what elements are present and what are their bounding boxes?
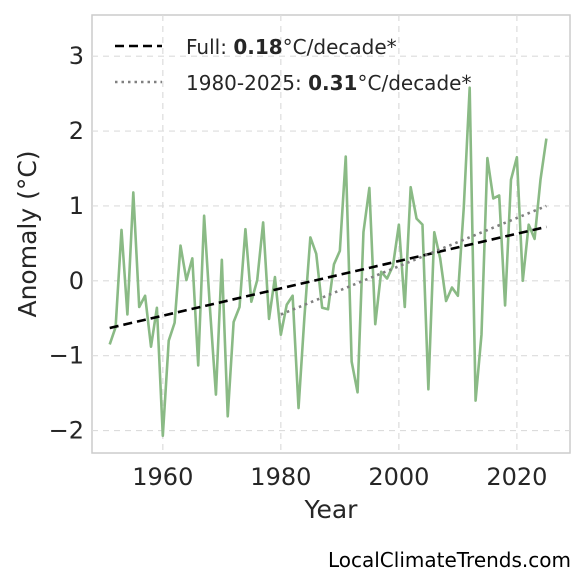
legend-recent-rate: 0.31 — [308, 71, 357, 95]
trend-line-full — [109, 225, 547, 330]
legend: Full: 0.18°C/decade* 1980-2025: 0.31°C/d… — [115, 35, 471, 95]
source-credit: LocalClimateTrends.com — [327, 548, 571, 572]
legend-recent-name: 1980-2025 — [186, 71, 295, 95]
x-tick-label: 1980 — [250, 463, 311, 491]
x-tick-labels: 1960 1980 2000 2020 — [132, 463, 547, 491]
y-tick-label: −1 — [49, 342, 84, 370]
y-tick-label: 1 — [69, 192, 84, 220]
y-tick-label: 0 — [69, 267, 84, 295]
legend-full-unit: °C/decade* — [283, 35, 397, 59]
y-tick-label: 3 — [69, 42, 84, 70]
legend-full-rate: 0.18 — [233, 35, 282, 59]
trend-line-recent — [280, 204, 547, 316]
series-group — [108, 86, 548, 438]
y-axis-label: Anomaly (°C) — [13, 150, 42, 317]
legend-entry-recent: 1980-2025: 0.31°C/decade* — [186, 71, 471, 95]
y-tick-label: 2 — [69, 117, 84, 145]
legend-recent-unit: °C/decade* — [357, 71, 471, 95]
y-tick-labels: −2 −1 0 1 2 3 — [49, 42, 84, 444]
x-tick-label: 2020 — [486, 463, 547, 491]
plot-area — [91, 14, 571, 454]
x-tick-label: 1960 — [132, 463, 193, 491]
legend-entry-full: Full: 0.18°C/decade* — [186, 35, 397, 59]
y-tick-label: −2 — [49, 417, 84, 445]
series-line-anomaly — [108, 86, 548, 438]
legend-full-name: Full — [186, 35, 220, 59]
x-tick-label: 2000 — [368, 463, 429, 491]
grid — [92, 15, 570, 453]
x-axis-label: Year — [304, 495, 359, 524]
